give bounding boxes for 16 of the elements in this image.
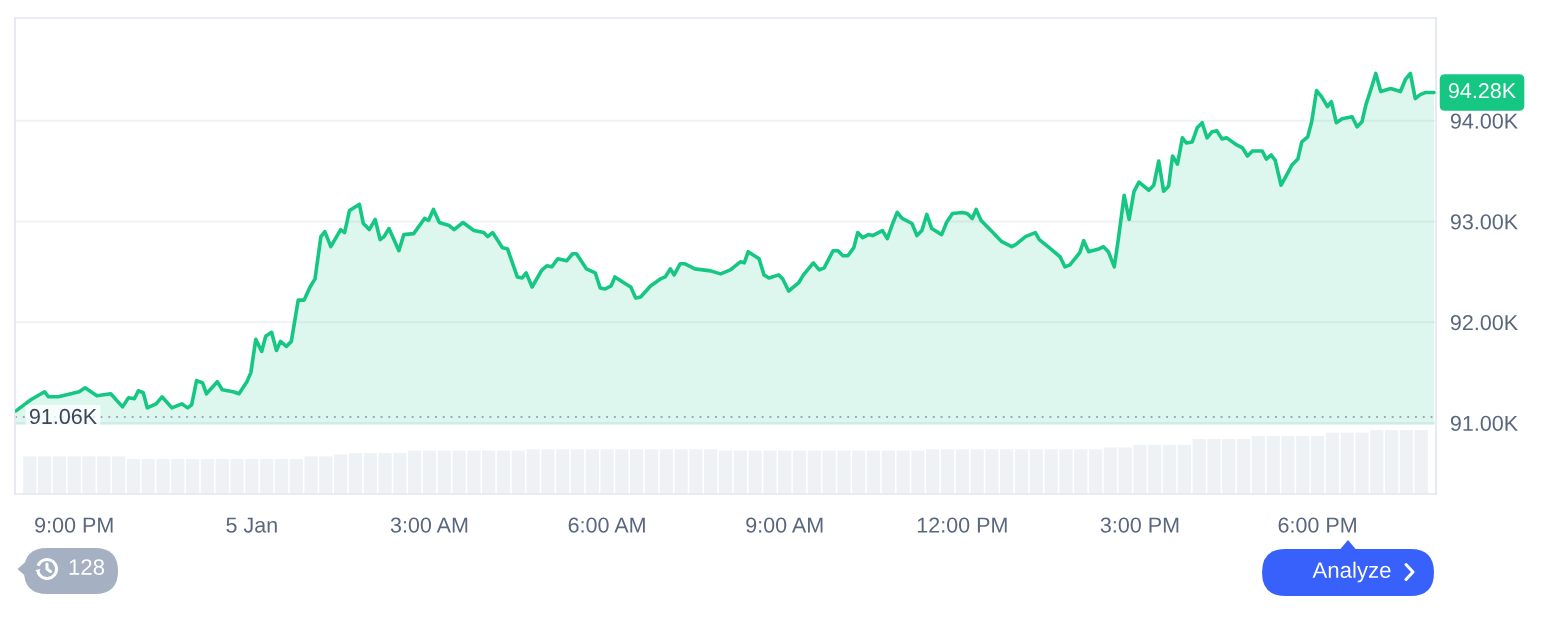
y-tick-label: 93.00K bbox=[1450, 214, 1518, 230]
x-tick-label: 6:00 AM bbox=[568, 517, 645, 533]
x-tick-label: 5 Jan bbox=[226, 517, 277, 533]
x-tick-label: 12:00 PM bbox=[917, 517, 1007, 533]
text: Analyze bbox=[1312, 561, 1391, 583]
y-tick-label: 92.00K bbox=[1450, 315, 1518, 331]
x-tick-label: 9:00 AM bbox=[746, 517, 823, 533]
y-tick-label: 91.00K bbox=[1450, 415, 1518, 431]
ref-line-label: 91.06K bbox=[29, 408, 97, 425]
annotation: 94.28K bbox=[1448, 83, 1516, 99]
x-tick-label: 6:00 PM bbox=[1278, 517, 1356, 533]
text: 128 bbox=[69, 559, 105, 575]
x-tick-label: 3:00 AM bbox=[390, 517, 468, 533]
x-tick-label: 3:00 PM bbox=[1100, 517, 1179, 533]
x-tick-label: 9:00 PM bbox=[35, 517, 113, 533]
y-tick-label: 94.00K bbox=[1450, 113, 1518, 129]
